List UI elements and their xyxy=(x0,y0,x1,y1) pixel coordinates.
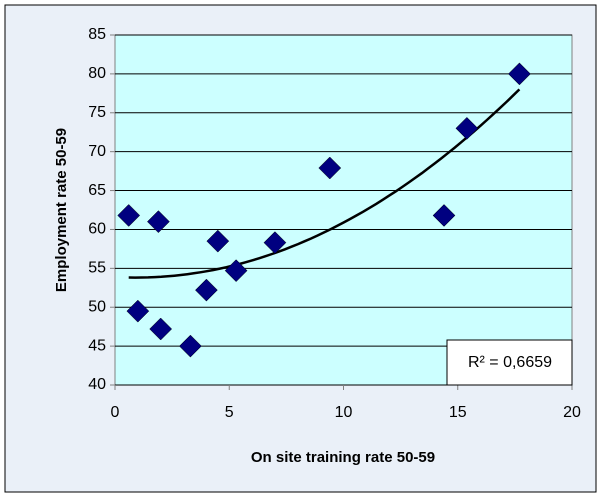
x-tick-label: 10 xyxy=(335,404,353,421)
y-tick-label: 70 xyxy=(88,143,106,160)
x-tick-label: 20 xyxy=(563,404,581,421)
y-tick-label: 75 xyxy=(88,104,106,121)
point xyxy=(455,116,479,140)
point xyxy=(318,156,342,180)
x-tick-label: 15 xyxy=(449,404,467,421)
y-tick-label: 55 xyxy=(88,260,106,277)
point xyxy=(179,334,202,358)
point xyxy=(147,210,170,234)
point xyxy=(126,299,150,323)
annotation-box xyxy=(446,339,573,386)
point xyxy=(224,259,248,283)
x-tick-label: 0 xyxy=(111,404,120,421)
point xyxy=(195,278,218,302)
y-tick-label: 40 xyxy=(88,376,106,393)
plot-area xyxy=(114,34,573,386)
point xyxy=(508,62,531,86)
trendline xyxy=(128,88,521,279)
annotation: R² = 0,6659 xyxy=(468,354,552,371)
point xyxy=(117,204,141,227)
point xyxy=(432,204,456,227)
point xyxy=(206,229,230,253)
y-tick-label: 60 xyxy=(88,221,106,238)
y-tick-label: 65 xyxy=(88,182,106,199)
y-tick-label: 45 xyxy=(88,337,106,354)
y-axis-label: Employment rate 50-59 xyxy=(53,128,70,292)
y-tick-label: 80 xyxy=(88,65,106,82)
y-tick-label: 50 xyxy=(88,298,106,315)
x-tick-label: 5 xyxy=(225,404,234,421)
point xyxy=(263,231,287,255)
point xyxy=(149,317,173,341)
y-tick-label: 85 xyxy=(88,26,106,43)
x-axis-label: On site training rate 50-59 xyxy=(251,449,435,466)
